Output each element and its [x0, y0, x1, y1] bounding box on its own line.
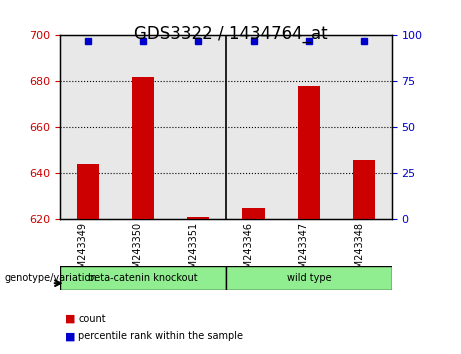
Text: beta-catenin knockout: beta-catenin knockout [88, 273, 198, 283]
Bar [77, 164, 99, 219]
Text: GSM243347: GSM243347 [299, 222, 309, 281]
Text: GSM243346: GSM243346 [243, 222, 254, 281]
Text: genotype/variation: genotype/variation [5, 273, 97, 283]
Text: ■: ■ [65, 331, 75, 341]
Bar [298, 86, 320, 219]
Bar [242, 208, 265, 219]
Text: GSM243351: GSM243351 [188, 222, 198, 281]
Text: GSM243349: GSM243349 [77, 222, 88, 281]
Text: count: count [78, 314, 106, 324]
Text: ■: ■ [65, 314, 75, 324]
Bar [187, 217, 209, 219]
FancyBboxPatch shape [60, 266, 226, 290]
Bar [132, 77, 154, 219]
Text: GSM243348: GSM243348 [354, 222, 364, 281]
Text: wild type: wild type [287, 273, 331, 283]
Bar [353, 160, 375, 219]
Text: GDS3322 / 1434764_at: GDS3322 / 1434764_at [134, 25, 327, 43]
Text: percentile rank within the sample: percentile rank within the sample [78, 331, 243, 341]
Text: GSM243350: GSM243350 [133, 222, 143, 281]
FancyBboxPatch shape [226, 266, 392, 290]
